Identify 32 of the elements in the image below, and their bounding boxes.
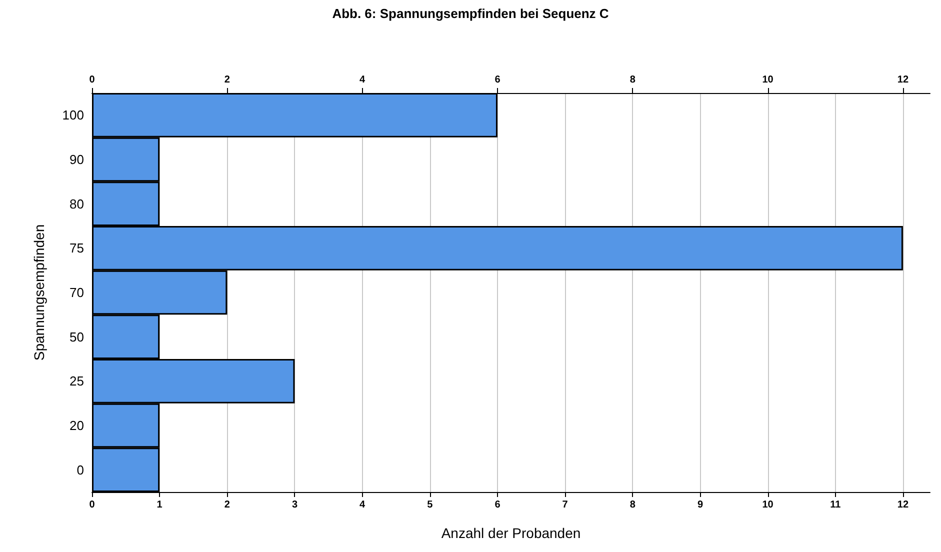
x2-tick-label: 2 xyxy=(224,74,230,86)
y-tick-label: 70 xyxy=(70,285,84,300)
x-tick-label: 12 xyxy=(897,500,909,510)
y-tick-label: 0 xyxy=(76,462,84,478)
chart-title: Abb. 6: Spannungsempfinden bei Sequenz C xyxy=(332,6,610,21)
x-tick-label: 6 xyxy=(494,500,501,510)
x2-tick-label: 8 xyxy=(630,74,636,86)
x-tick-label: 2 xyxy=(224,500,230,510)
y-tick-label: 75 xyxy=(70,240,84,256)
x2-tick-label: 12 xyxy=(897,74,909,86)
x2-tick-label: 0 xyxy=(89,74,96,86)
x2-tick-label: 6 xyxy=(494,74,501,86)
x-tick-label: 1 xyxy=(156,500,163,510)
x-tick-label: 9 xyxy=(697,500,704,510)
x-tick-label: 8 xyxy=(630,500,636,510)
x2-tick-label: 4 xyxy=(360,74,366,86)
y-tick-label: 100 xyxy=(62,108,84,123)
y-tick-label: 80 xyxy=(70,196,84,212)
y-tick-label: 50 xyxy=(70,329,84,344)
x2-tick-label: 10 xyxy=(762,74,774,86)
y-tick-label: 20 xyxy=(70,418,84,433)
x-tick-label: 3 xyxy=(292,500,298,510)
y-tick-label: 25 xyxy=(70,374,84,389)
x-tick-label: 4 xyxy=(360,500,366,510)
x-tick-label: 10 xyxy=(762,500,774,510)
x-tick-label: 5 xyxy=(427,500,434,510)
x-tick-label: 0 xyxy=(89,500,96,510)
x-tick-label: 11 xyxy=(830,500,842,510)
x-tick-label: 7 xyxy=(562,500,568,510)
y-tick-label: 90 xyxy=(70,152,84,167)
x-axis-title: Anzahl der Probanden xyxy=(441,525,581,541)
y-axis-title: Spannungsempfinden xyxy=(31,224,47,361)
